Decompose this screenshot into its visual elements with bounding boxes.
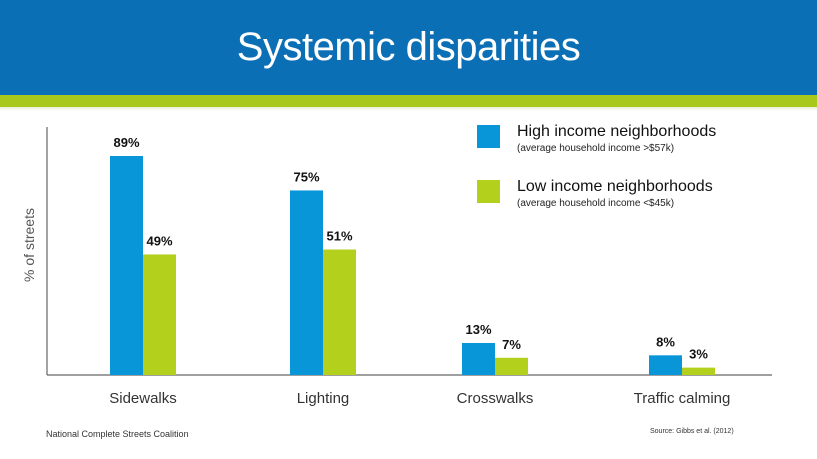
bar-lighting-low	[323, 249, 356, 375]
data-label-traffic-calming-low: 3%	[689, 347, 708, 362]
category-label-lighting: Lighting	[297, 390, 350, 407]
legend-title-high: High income neighborhoods	[517, 123, 717, 140]
bar-lighting-high	[290, 190, 323, 375]
category-label-sidewalks: Sidewalks	[109, 390, 177, 407]
category-label-crosswalks: Crosswalks	[457, 390, 534, 407]
data-label-sidewalks-high: 89%	[113, 135, 139, 150]
legend-subtitle-high: (average household income >$57k)	[517, 143, 675, 154]
accent-stripe	[0, 95, 817, 107]
footer-organization: National Complete Streets Coalition	[46, 429, 189, 439]
footer-source: Source: Gibbs et al. (2012)	[650, 428, 734, 435]
slide-header: Systemic disparities	[0, 0, 817, 95]
data-label-lighting-low: 51%	[326, 229, 352, 244]
data-label-traffic-calming-high: 8%	[656, 334, 675, 349]
stripe-shadow	[0, 107, 817, 111]
data-label-crosswalks-low: 7%	[502, 337, 521, 352]
bar-sidewalks-high	[110, 156, 143, 375]
data-label-lighting-high: 75%	[293, 169, 319, 184]
bar-crosswalks-low	[495, 357, 528, 375]
bar-traffic-calming-low	[682, 367, 715, 375]
legend-subtitle-low: (average household income <$45k)	[517, 198, 675, 209]
legend-swatch-high	[477, 125, 500, 148]
y-axis-label: % of streets	[21, 208, 37, 282]
legend-title-low: Low income neighborhoods	[517, 178, 713, 195]
legend-swatch-low	[477, 180, 500, 203]
slide-title: Systemic disparities	[236, 25, 581, 69]
category-label-traffic-calming: Traffic calming	[634, 390, 731, 407]
data-label-crosswalks-high: 13%	[465, 322, 491, 337]
bar-sidewalks-low	[143, 254, 176, 375]
bar-traffic-calming-high	[649, 355, 682, 375]
data-label-sidewalks-low: 49%	[146, 233, 172, 248]
bar-crosswalks-high	[462, 343, 495, 375]
